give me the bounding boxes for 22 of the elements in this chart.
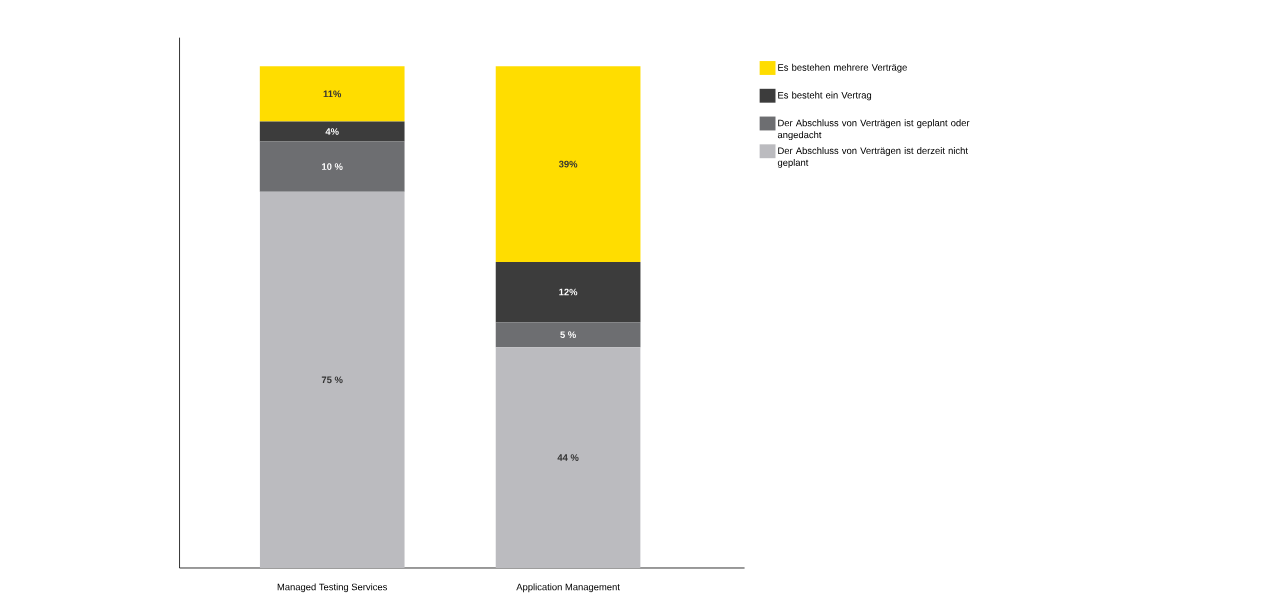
- data-label: 5 %: [560, 331, 576, 339]
- x-tick-label: Application Management: [516, 583, 620, 593]
- bar: [259, 191, 405, 569]
- bar: [495, 347, 641, 569]
- data-label: 39%: [558, 160, 578, 168]
- x-tick-label: Managed Testing Services: [277, 583, 388, 593]
- legend-label: Es besteht ein Vertrag: [778, 91, 872, 101]
- bar: [495, 66, 641, 263]
- legend-label: Der Abschluss von Verträgen ist derzeit nicht geplant: [777, 147, 968, 168]
- bar: [259, 141, 405, 192]
- legend-label: Es bestehen mehrere Verträge: [778, 64, 907, 73]
- legend-label: Der Abschluss von Verträgen ist geplant oder angedacht: [777, 119, 970, 141]
- data-label: 11%: [323, 90, 342, 98]
- bar: [495, 322, 641, 348]
- data-label: 12%: [559, 288, 578, 296]
- data-label: 44 %: [557, 454, 579, 462]
- bar: [259, 66, 405, 122]
- bar: [259, 121, 405, 142]
- data-label: 4%: [325, 128, 339, 135]
- data-label: 10 %: [322, 163, 343, 171]
- bar: [495, 262, 641, 323]
- data-label: 75 %: [321, 376, 343, 384]
